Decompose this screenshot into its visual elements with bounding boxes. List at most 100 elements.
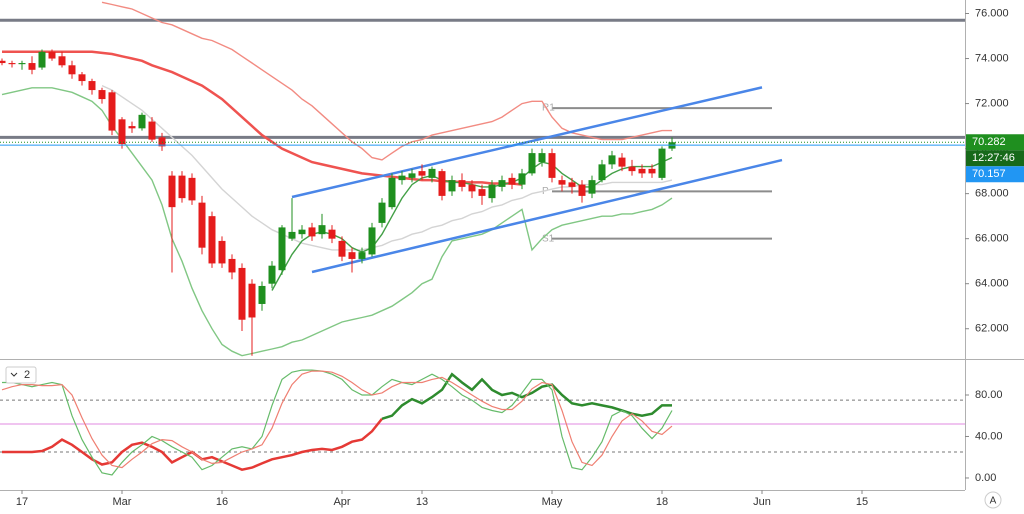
y-tick-label: 80.00 (975, 389, 1003, 401)
candle-body (58, 56, 66, 66)
candle-body (518, 173, 526, 185)
x-tick-label: 17 (16, 496, 28, 508)
price-label-box (966, 150, 1024, 167)
y-tick-label: 40.00 (975, 430, 1003, 442)
candle-body (378, 202, 386, 223)
x-tick-label: Jun (753, 496, 771, 508)
candle-body (78, 74, 86, 82)
candle-body (498, 180, 506, 187)
candle-body (328, 229, 336, 239)
overlay-line (2, 50, 523, 186)
candle-body (458, 180, 466, 187)
candle-body (648, 168, 656, 174)
candle-body (68, 65, 76, 75)
candle-body (588, 180, 596, 194)
candle-body (548, 153, 556, 178)
candle-body (188, 177, 196, 201)
candle-body (308, 227, 316, 237)
candle-body (208, 216, 216, 264)
candle-body (258, 285, 266, 304)
candle-body (408, 173, 416, 178)
trend-line (291, 86, 763, 199)
candle-body (88, 81, 96, 91)
candle-body (608, 155, 616, 165)
candle-body (28, 63, 36, 70)
candle-body (18, 63, 26, 65)
candle-body (598, 164, 606, 181)
pivot-label: P (542, 186, 549, 197)
auto-scale-button[interactable] (984, 491, 1002, 509)
candle-body (298, 229, 306, 235)
candle-body (428, 168, 436, 178)
trend-line (311, 158, 783, 274)
y-tick-label: 0.00 (975, 472, 996, 484)
candle-body (98, 90, 106, 100)
candle-body (338, 240, 346, 257)
oscillator-line (1, 370, 673, 469)
auto-scale-label[interactable]: A (990, 496, 997, 507)
price-label: 70.157 (972, 168, 1006, 180)
pivot-label: S1 (542, 233, 555, 244)
candle-body (508, 177, 516, 185)
candle-body (538, 153, 546, 163)
y-tick-label: 76.000 (975, 7, 1009, 19)
candle-body (528, 153, 536, 174)
candle-body (228, 258, 236, 273)
candle-body (268, 265, 276, 284)
y-tick-label: 72.000 (975, 97, 1009, 109)
candle-body (438, 171, 446, 196)
candle-body (638, 168, 646, 174)
candle-body (628, 166, 636, 172)
candle-body (0, 60, 6, 64)
candle-body (238, 267, 246, 320)
candle-body (418, 171, 426, 176)
candle-body (398, 175, 406, 181)
candle-body (108, 92, 116, 131)
candle-body (248, 283, 256, 318)
x-tick-label: Mar (113, 496, 132, 508)
x-tick-label: 15 (856, 496, 868, 508)
candle-body (358, 252, 366, 259)
y-tick-label: 64.000 (975, 278, 1009, 290)
overlay-line (101, 1, 672, 161)
candle-body (478, 189, 486, 196)
indicator-toggle[interactable] (5, 366, 37, 384)
candle-body (218, 240, 226, 264)
price-label: 70.282 (972, 136, 1006, 148)
candle-body (128, 126, 136, 129)
candle-body (138, 114, 146, 129)
x-tick-label: 18 (656, 496, 668, 508)
candle-body (178, 175, 186, 199)
candle-body (198, 202, 206, 248)
candle-body (578, 184, 586, 196)
indicator-label: 2 (24, 369, 30, 381)
candle-body (488, 184, 496, 199)
candle-body (8, 63, 16, 65)
candle-body (278, 227, 286, 271)
overlay-line (101, 84, 673, 251)
oscillator-line (2, 369, 673, 476)
pivot-label: R1 (542, 103, 555, 114)
price-label: 12:27:46 (972, 152, 1015, 164)
chevron-icon (10, 372, 18, 377)
x-tick-label: May (542, 496, 563, 508)
candle-body (148, 121, 156, 140)
candle-body (388, 177, 396, 208)
candle-body (368, 227, 376, 255)
candle-body (448, 180, 456, 192)
x-tick-label: 13 (416, 496, 428, 508)
candle-body (288, 231, 296, 239)
price-label-box (966, 134, 1024, 151)
candle-body (568, 182, 576, 187)
candle-body (558, 180, 566, 185)
candle-body (468, 184, 476, 192)
candle-body (618, 157, 626, 167)
y-tick-label: 66.000 (975, 233, 1009, 245)
candle-body (168, 175, 176, 208)
y-tick-label: 68.000 (975, 188, 1009, 200)
y-tick-label: 62.000 (975, 323, 1009, 335)
candle-body (38, 51, 46, 68)
candle-body (658, 148, 666, 178)
